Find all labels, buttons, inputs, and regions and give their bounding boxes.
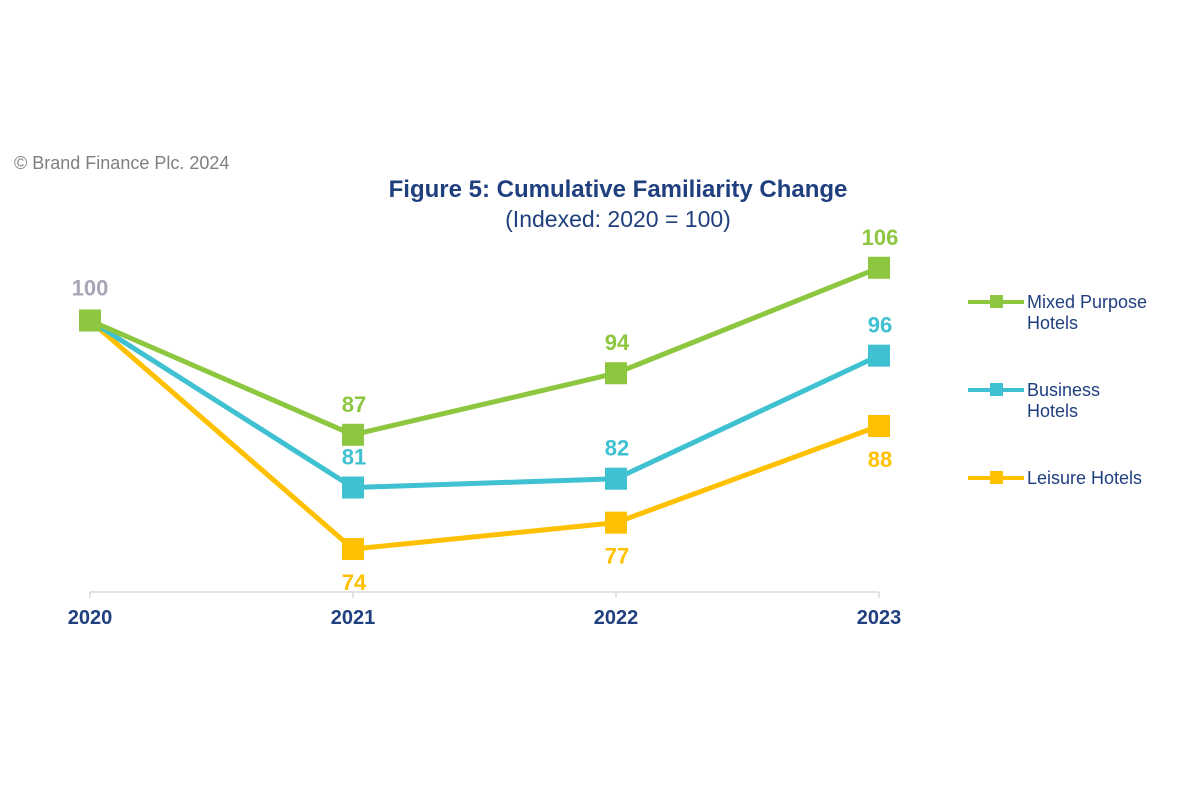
x-axis: 2020 2021 2022 2023 bbox=[68, 591, 902, 629]
data-label-leisure-hotels-2022: 77 bbox=[605, 544, 629, 569]
data-label-mixed-purpose-hotels-2023: 106 bbox=[862, 225, 899, 250]
legend-label-leisure: Leisure Hotels bbox=[1027, 468, 1143, 488]
legend-swatch-leisure bbox=[968, 471, 1024, 484]
marker-mixed-purpose-hotels-2020 bbox=[79, 309, 101, 332]
data-label-start-2020: 100 bbox=[72, 276, 109, 301]
data-label-business-hotels-2023: 96 bbox=[868, 313, 892, 338]
copyright-text: © Brand Finance Plc. 2024 bbox=[14, 153, 230, 173]
x-tick-label-2021: 2021 bbox=[331, 607, 376, 629]
x-tick-label-2020: 2020 bbox=[68, 607, 113, 629]
legend-swatch-business bbox=[968, 383, 1024, 396]
marker-leisure-hotels-2023 bbox=[868, 414, 890, 437]
x-tick-label-2022: 2022 bbox=[594, 607, 639, 629]
data-label-mixed-purpose-hotels-2022: 94 bbox=[605, 330, 630, 355]
marker-business-hotels-2021 bbox=[342, 476, 364, 499]
marker-leisure-hotels-2022 bbox=[605, 511, 627, 534]
legend-label-business: Business Hotels bbox=[1027, 380, 1101, 421]
series-line-leisure-hotels bbox=[88, 318, 880, 552]
x-tick-label-2023: 2023 bbox=[857, 607, 902, 629]
data-label-business-hotels-2021: 81 bbox=[342, 445, 366, 470]
marker-leisure-hotels-2021 bbox=[342, 538, 364, 561]
legend-label-mixed-purpose: Mixed Purpose Hotels bbox=[1027, 292, 1148, 333]
chart-title: Figure 5: Cumulative Familiarity Change bbox=[388, 176, 848, 203]
marker-mixed-purpose-hotels-2022 bbox=[605, 362, 627, 385]
series-lines bbox=[88, 265, 881, 552]
data-label-leisure-hotels-2021: 74 bbox=[342, 570, 367, 595]
series-markers bbox=[79, 256, 890, 561]
marker-mixed-purpose-hotels-2023 bbox=[868, 256, 890, 279]
data-label-mixed-purpose-hotels-2021: 87 bbox=[342, 392, 366, 417]
data-labels: 74 77 88 81 82 96 87 94 106 100 bbox=[72, 225, 899, 595]
data-label-business-hotels-2022: 82 bbox=[605, 436, 629, 461]
legend-swatch-mixed-purpose bbox=[968, 295, 1024, 308]
series-line-mixed-purpose-hotels bbox=[89, 265, 880, 438]
chart-subtitle: (Indexed: 2020 = 100) bbox=[505, 206, 731, 232]
series-line-business-hotels bbox=[88, 318, 881, 491]
data-label-leisure-hotels-2023: 88 bbox=[868, 447, 892, 472]
marker-business-hotels-2022 bbox=[605, 467, 627, 490]
marker-mixed-purpose-hotels-2021 bbox=[342, 423, 364, 446]
marker-business-hotels-2023 bbox=[868, 344, 890, 367]
